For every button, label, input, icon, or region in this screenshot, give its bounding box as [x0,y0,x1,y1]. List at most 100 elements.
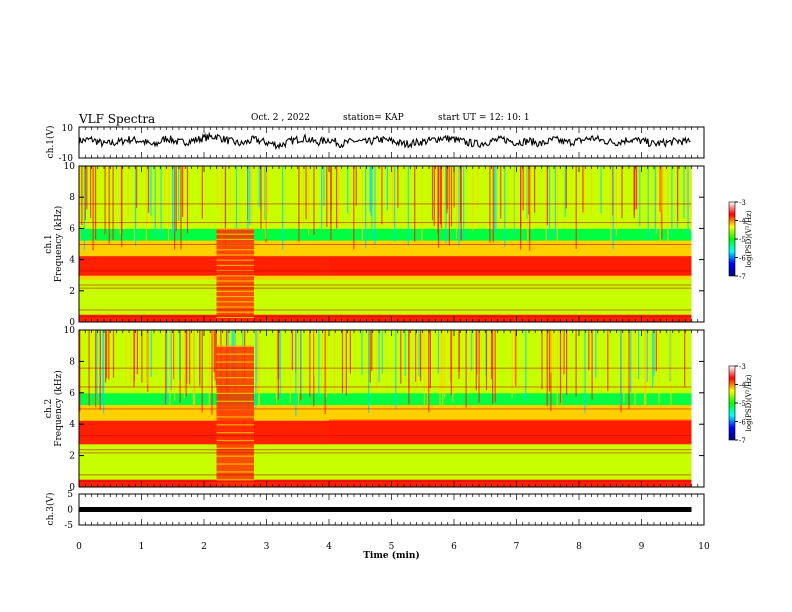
tonal-line [79,315,692,317]
sferic-streak [173,166,175,231]
spectrogram-band [79,294,692,300]
sferic-streak [448,166,450,215]
sferic-streak [448,166,450,246]
tonal-line [79,480,692,482]
sferic-streak [79,166,81,251]
spectrogram-band [79,189,692,194]
sferic-streak [646,330,648,382]
sferic-streak [441,330,443,389]
x-tick-label: 2 [201,542,207,552]
sferic-streak [644,330,646,412]
sferic-streak [479,330,481,372]
y-axis-label: ch.1 [44,234,54,253]
sferic-streak [146,330,148,385]
axis-ticks [78,127,705,525]
sferic-streak [638,330,640,380]
sferic-streak [465,330,467,408]
sferic-streak [165,330,167,404]
sferic-streak [192,330,194,408]
spectrogram-band [79,396,692,402]
burst-line [216,233,254,235]
sferic-streak [404,330,406,377]
sferic-streak [297,330,300,416]
sferic-streak [325,330,327,397]
sferic-streak [546,166,548,225]
sferic-streak [148,166,150,213]
sferic-streak [690,166,692,232]
sferic-streak [313,166,315,235]
figure-title: VLF Spectra [79,112,156,126]
y-axis-label: Frequency (kHz) [53,370,64,447]
spectrogram-band [79,201,692,206]
spectrogram-band [79,459,692,464]
sferic-streak [370,166,372,217]
spectrogram-band [79,377,692,382]
spectrogram-band [79,357,692,362]
sferic-streak [145,166,147,251]
sferic-streak [102,330,104,394]
sferic-streak [450,166,453,227]
burst-line [216,301,254,303]
sferic-streak [623,330,625,403]
sferic-streak [276,330,278,404]
spectrogram-band [79,365,692,370]
ch1-spectrogram-panel: 0 2 4 6 8 10 ch.1 Frequency (kHz) -3 -4 -5 -6 -7 log(… [44,162,753,328]
burst-line [216,463,254,465]
sferic-streak [337,166,339,230]
sferic-streak [658,330,660,405]
colorbar-tick-label: -3 [739,199,746,207]
sferic-streak [655,330,657,372]
sferic-streak [99,330,101,410]
sferic-streak [437,330,439,374]
sferic-streak [146,166,148,224]
x-axis-label: Time (min) [363,550,420,561]
sferic-streak [104,166,106,235]
sferic-streak [647,166,649,241]
sferic-streak [108,330,110,380]
sferic-streak [652,330,654,388]
sferic-streak [440,166,442,229]
spectrogram-band [79,298,692,303]
sferic-streak [125,330,127,384]
sferic-streak [439,330,441,406]
sferic-streak [529,166,531,251]
sferic-streak [208,330,210,413]
sferic-streak [300,330,302,394]
sferic-streak [318,330,320,397]
sferic-streak [249,166,251,226]
sferic-streak [164,166,166,210]
spectrogram-band [79,349,692,355]
sferic-streak [235,166,238,238]
sferic-streak [463,166,465,240]
x-tick-label: 8 [576,542,582,552]
sferic-streak [458,166,460,246]
sferic-streak [687,166,689,234]
sferic-streak [365,166,367,249]
sferic-streak [175,166,177,232]
sferic-streak [500,166,502,219]
sferic-streak [671,166,673,234]
sferic-streak [369,330,371,383]
burst-line [216,228,254,230]
burst-line [216,432,254,434]
colorbar [728,365,736,441]
sferic-streak [214,330,216,381]
sferic-streak [422,330,424,372]
sferic-streak [588,330,590,371]
sferic-streak [397,166,399,208]
tonal-line [79,367,692,369]
burst-line [216,316,254,318]
sferic-streak [534,166,536,213]
sferic-streak [347,166,349,214]
spectrogram-band [79,173,692,179]
sferic-streak [314,330,316,377]
sferic-streak [541,330,543,390]
spectrogram-band [79,251,692,257]
sferic-streak [415,330,417,382]
sferic-streak [493,166,496,231]
x-tick-label: 4 [326,542,332,552]
sferic-streak [548,166,551,240]
spectrogram-band [79,455,692,461]
sferic-streak [376,330,378,391]
sferic-streak [213,330,215,373]
